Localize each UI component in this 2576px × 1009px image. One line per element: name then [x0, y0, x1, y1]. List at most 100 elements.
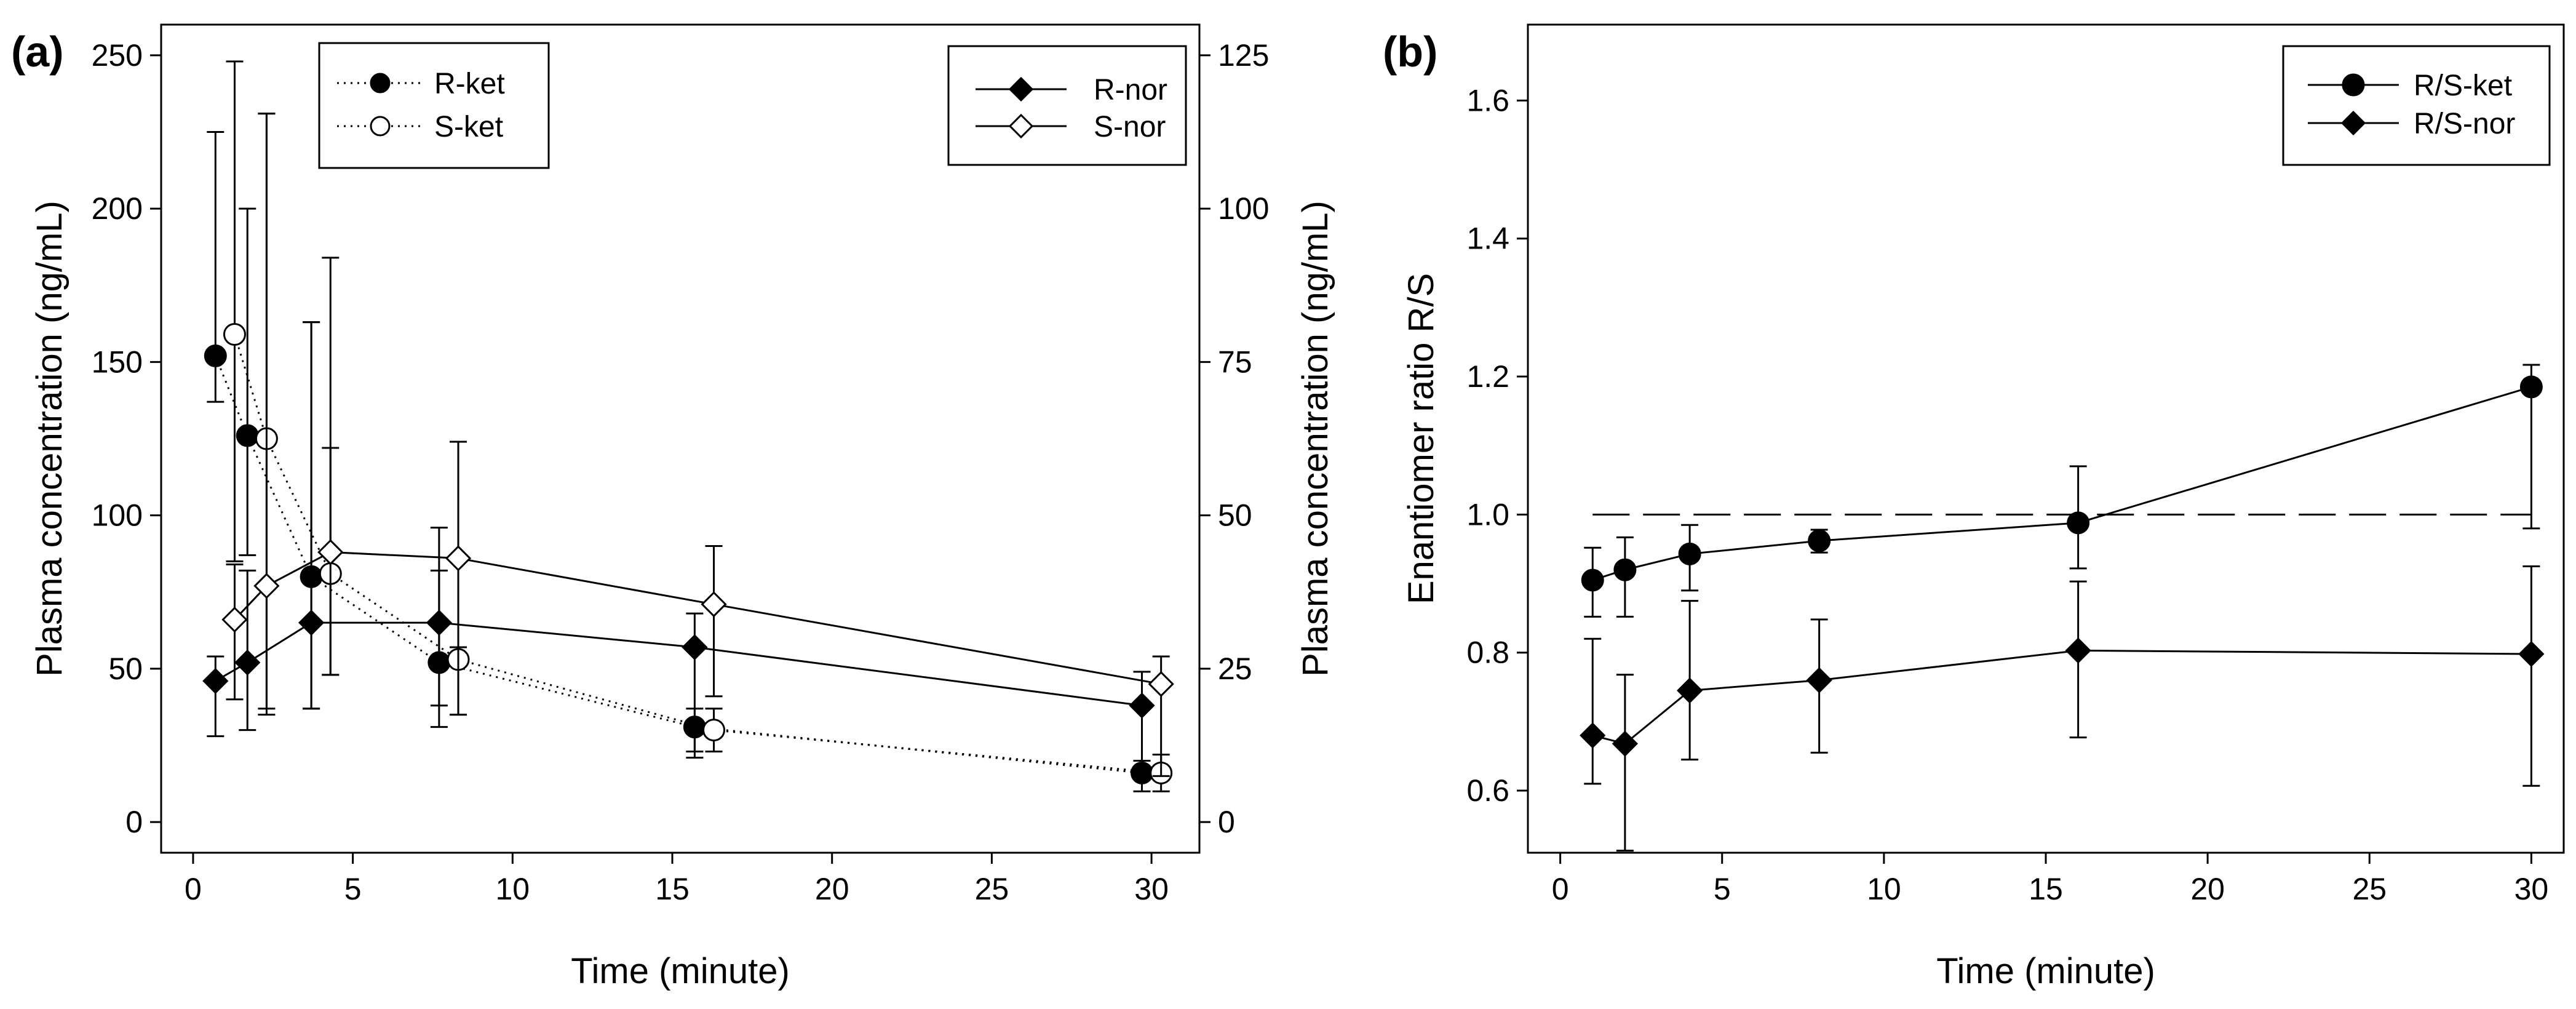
data-point — [702, 719, 726, 742]
panel-a-left-y-axis-title: Plasma concentration (ng/mL) — [30, 201, 70, 677]
y-tick-label: 1.6 — [1466, 83, 1509, 118]
y-tick-label: 75 — [1218, 345, 1252, 379]
error-bar — [239, 207, 256, 556]
legend-rs-ket-marker — [2342, 73, 2365, 97]
y-tick-label: 1.0 — [1466, 497, 1509, 532]
data-point — [2065, 637, 2091, 664]
panel-b-y-axis-title: Enantiomer ratio R/S — [1401, 273, 1441, 604]
legend-frame — [2282, 45, 2551, 166]
error-bar — [1133, 671, 1151, 777]
panel-b-legend: R/S-ket R/S-nor — [2282, 45, 2551, 166]
x-tick-label: 10 — [1867, 872, 1901, 906]
panel-a-right-y-axis-title: Plasma concentration (ng/mL) — [1295, 201, 1335, 677]
x-tick-label: 5 — [1714, 872, 1731, 906]
y-tick-label: 50 — [1218, 498, 1252, 533]
data-point — [1678, 542, 1701, 565]
data-point — [1612, 730, 1638, 757]
error-bar — [303, 321, 320, 710]
x-tick-label: 15 — [655, 872, 690, 906]
y-tick-label: 50 — [108, 652, 143, 686]
error-bar — [226, 60, 244, 562]
legend-frame — [947, 45, 1187, 166]
x-tick-label: 15 — [2029, 872, 2063, 906]
y-tick-label: 100 — [92, 498, 143, 533]
series-line — [1592, 649, 2532, 745]
data-point — [445, 545, 472, 572]
legend-s-nor-label: S-nor — [1094, 111, 1166, 143]
error-bar — [2522, 565, 2540, 787]
x-tick-label: 0 — [1552, 872, 1569, 906]
panel-b-x-axis-title: Time (minute) — [1936, 951, 2155, 991]
legend-frame — [318, 42, 550, 169]
error-bar — [450, 441, 467, 716]
y-tick-label: 100 — [1218, 191, 1269, 226]
legend-rs-nor-label: R/S-nor — [2414, 108, 2515, 140]
y-tick-label: 0.6 — [1466, 773, 1509, 808]
data-point — [223, 323, 246, 346]
panel-a-x-axis: 0 5 10 15 20 25 30 — [185, 853, 1169, 906]
legend-r-ket-label: R-ket — [434, 68, 505, 100]
error-bar — [258, 113, 276, 716]
y-tick-label: 1.4 — [1466, 221, 1509, 256]
panel-b-series — [1580, 364, 2545, 852]
legend-s-nor-marker — [1008, 113, 1034, 139]
y-tick-label: 250 — [92, 38, 143, 73]
panel-a-x-axis-title: Time (minute) — [571, 951, 790, 991]
legend-r-nor-label: R-nor — [1094, 74, 1167, 106]
x-tick-label: 5 — [344, 872, 362, 906]
panel-b-label: (b) — [1383, 28, 1437, 76]
y-tick-label: 0 — [125, 805, 143, 839]
data-point — [426, 609, 452, 636]
panel-a: (a) 0 5 10 15 20 25 30 0 50 100 150 200 250 0 25 50 75… — [11, 23, 1335, 991]
series-s-ket — [223, 60, 1173, 792]
error-bar — [322, 257, 340, 676]
y-tick-label: 200 — [92, 191, 143, 226]
legend-s-ket-label: S-ket — [434, 111, 503, 143]
panel-a-legend-nor: R-nor S-nor — [947, 45, 1187, 166]
y-tick-label: 150 — [92, 345, 143, 379]
data-point — [1677, 677, 1703, 704]
data-point — [701, 591, 727, 618]
legend-r-ket-marker — [370, 73, 391, 94]
y-tick-label: 125 — [1218, 38, 1269, 73]
data-point — [1581, 568, 1604, 592]
series-line — [234, 334, 1161, 774]
data-point — [204, 344, 227, 367]
data-point — [2067, 511, 2090, 535]
y-tick-label: 0 — [1218, 805, 1235, 839]
error-bar — [1584, 637, 1602, 785]
data-point — [298, 609, 325, 636]
series-line — [1592, 386, 2532, 581]
series-r-ket — [204, 130, 1154, 792]
panel-a-legend-ket: R-ket S-ket — [318, 42, 550, 169]
series-line — [215, 621, 1142, 707]
x-tick-label: 10 — [496, 872, 530, 906]
data-point — [1129, 692, 1155, 719]
panel-a-series — [202, 60, 1174, 792]
series-r-s-ket — [1581, 364, 2543, 618]
panel-a-plot-frame — [160, 23, 1201, 854]
panel-b-x-axis: 0 5 10 15 20 25 30 — [1552, 853, 2548, 906]
legend-s-ket-marker — [370, 116, 391, 137]
y-tick-label: 1.2 — [1466, 359, 1509, 394]
x-tick-label: 30 — [1134, 872, 1169, 906]
x-tick-label: 25 — [2352, 872, 2387, 906]
panel-a-label: (a) — [11, 28, 64, 76]
data-point — [236, 424, 259, 447]
data-point — [1148, 671, 1174, 697]
panel-b: (b) 0 5 10 15 20 25 30 0.6 0.8 1.0 1.2 1.4 1.6 Time… — [1383, 23, 2565, 991]
data-point — [1580, 722, 1606, 749]
panel-a-left-y-axis: 0 50 100 150 200 250 — [92, 38, 161, 839]
legend-rs-nor-marker — [2340, 110, 2366, 136]
x-tick-label: 20 — [2190, 872, 2225, 906]
y-tick-label: 25 — [1218, 652, 1252, 686]
series-r-nor — [202, 321, 1155, 777]
panel-a-right-y-axis: 0 25 50 75 100 125 — [1199, 38, 1269, 839]
series-s-nor — [221, 113, 1174, 777]
x-tick-label: 30 — [2514, 872, 2549, 906]
series-r-s-nor — [1580, 565, 2545, 852]
data-point — [2518, 640, 2545, 668]
data-point — [2519, 375, 2543, 399]
y-tick-label: 0.8 — [1466, 636, 1509, 670]
